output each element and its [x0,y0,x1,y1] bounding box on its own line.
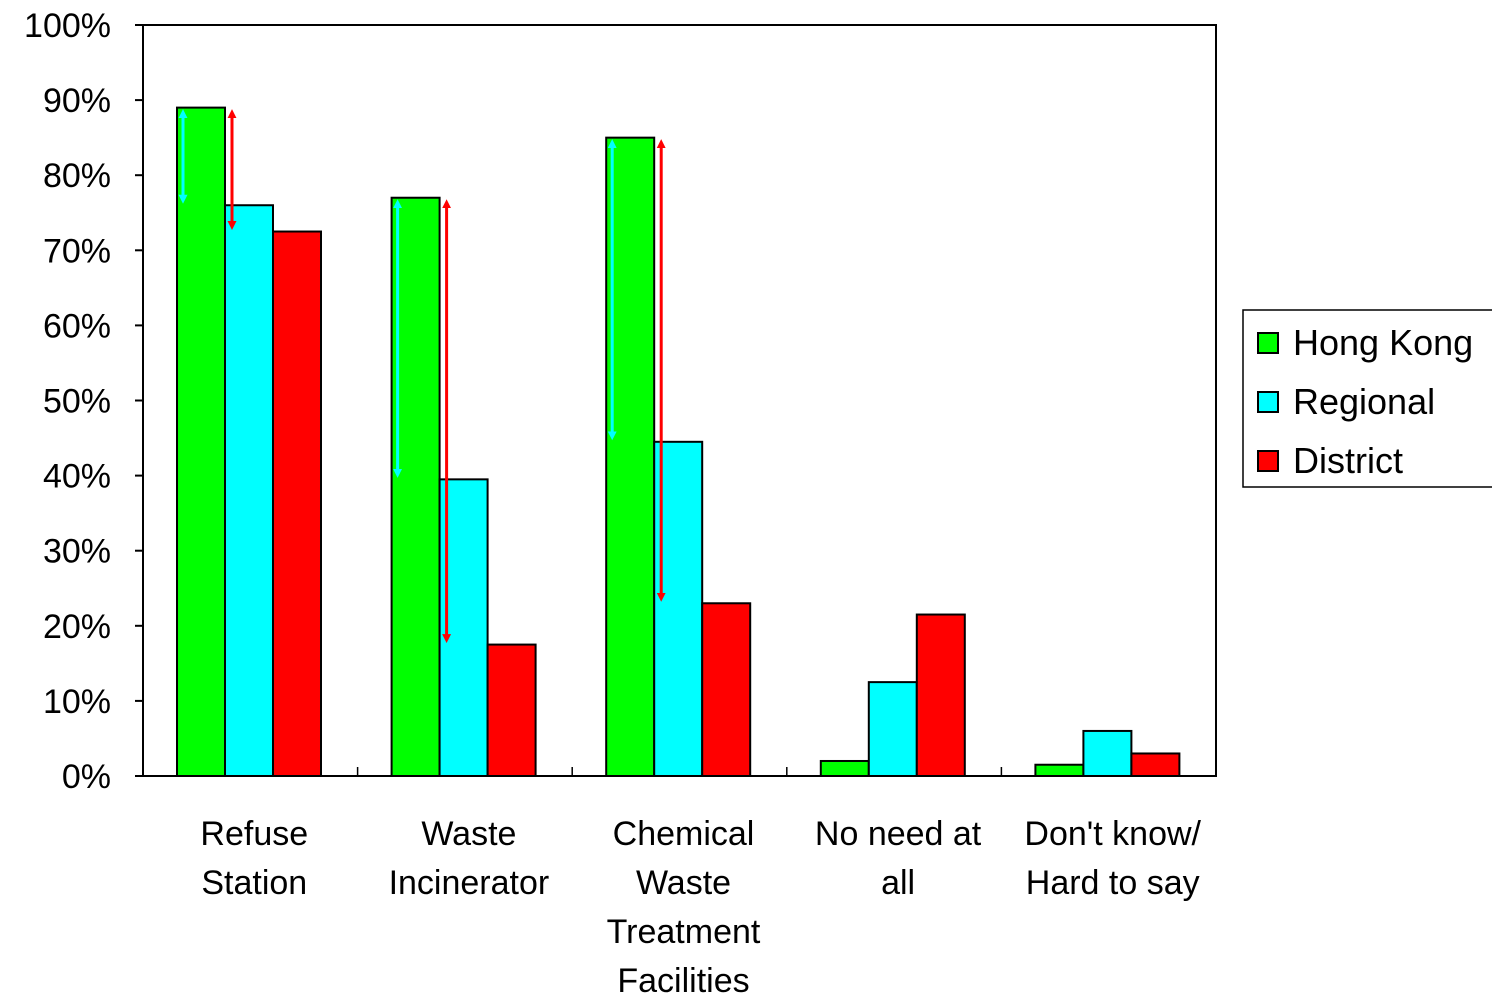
bar [272,230,322,777]
bar [867,681,918,777]
x-category-label: Incinerator [389,864,550,902]
y-tick-label: 60% [43,307,111,345]
y-tick-label: 0% [62,758,111,796]
legend: Hong Kong Regional District [1242,309,1492,488]
y-tick-label: 50% [43,383,111,421]
bar [224,204,274,778]
annotations [178,109,666,644]
y-tick-label: 90% [43,82,111,120]
y-tick-label: 100% [24,7,111,45]
bar [819,759,870,777]
legend-label: Hong Kong [1293,322,1473,363]
legend-box [1242,309,1492,488]
bar [1082,729,1133,778]
x-category-label: Waste [636,864,731,902]
y-tick-label: 70% [43,232,111,270]
bar [1130,752,1181,777]
y-tick-label: 30% [43,533,111,571]
bar [486,643,537,778]
x-category-label: Facilities [617,962,749,997]
legend-swatch [1257,450,1279,472]
bar [915,613,966,777]
y-tick-label: 10% [43,683,111,721]
x-category-label: Don't know/ [1024,815,1201,853]
x-category-label: Waste [421,815,516,853]
y-tick-label: 20% [43,608,111,646]
legend-swatch [1257,332,1279,354]
bar [176,106,226,778]
legend-label: District [1293,440,1403,481]
y-tick-label: 80% [43,157,111,195]
x-axis: Refuse Station Waste Incinerator Chemical Was… [200,767,1202,997]
legend-label: Regional [1293,381,1435,422]
x-category-label: No need at [815,815,982,853]
bar [1034,763,1085,777]
x-category-label: Station [201,864,307,902]
y-axis: 0% 10% 20% 30% 40% 50% 60% 70% 80% 90% 100% [24,7,143,796]
x-category-label: Hard to say [1026,864,1200,902]
x-category-label: Treatment [607,913,761,951]
x-category-label: Chemical [613,815,755,853]
x-category-label: Refuse [200,815,308,853]
x-category-label: all [881,864,915,902]
bars [176,106,1181,778]
legend-swatch [1257,391,1279,413]
y-tick-label: 40% [43,458,111,496]
bar [701,602,752,778]
